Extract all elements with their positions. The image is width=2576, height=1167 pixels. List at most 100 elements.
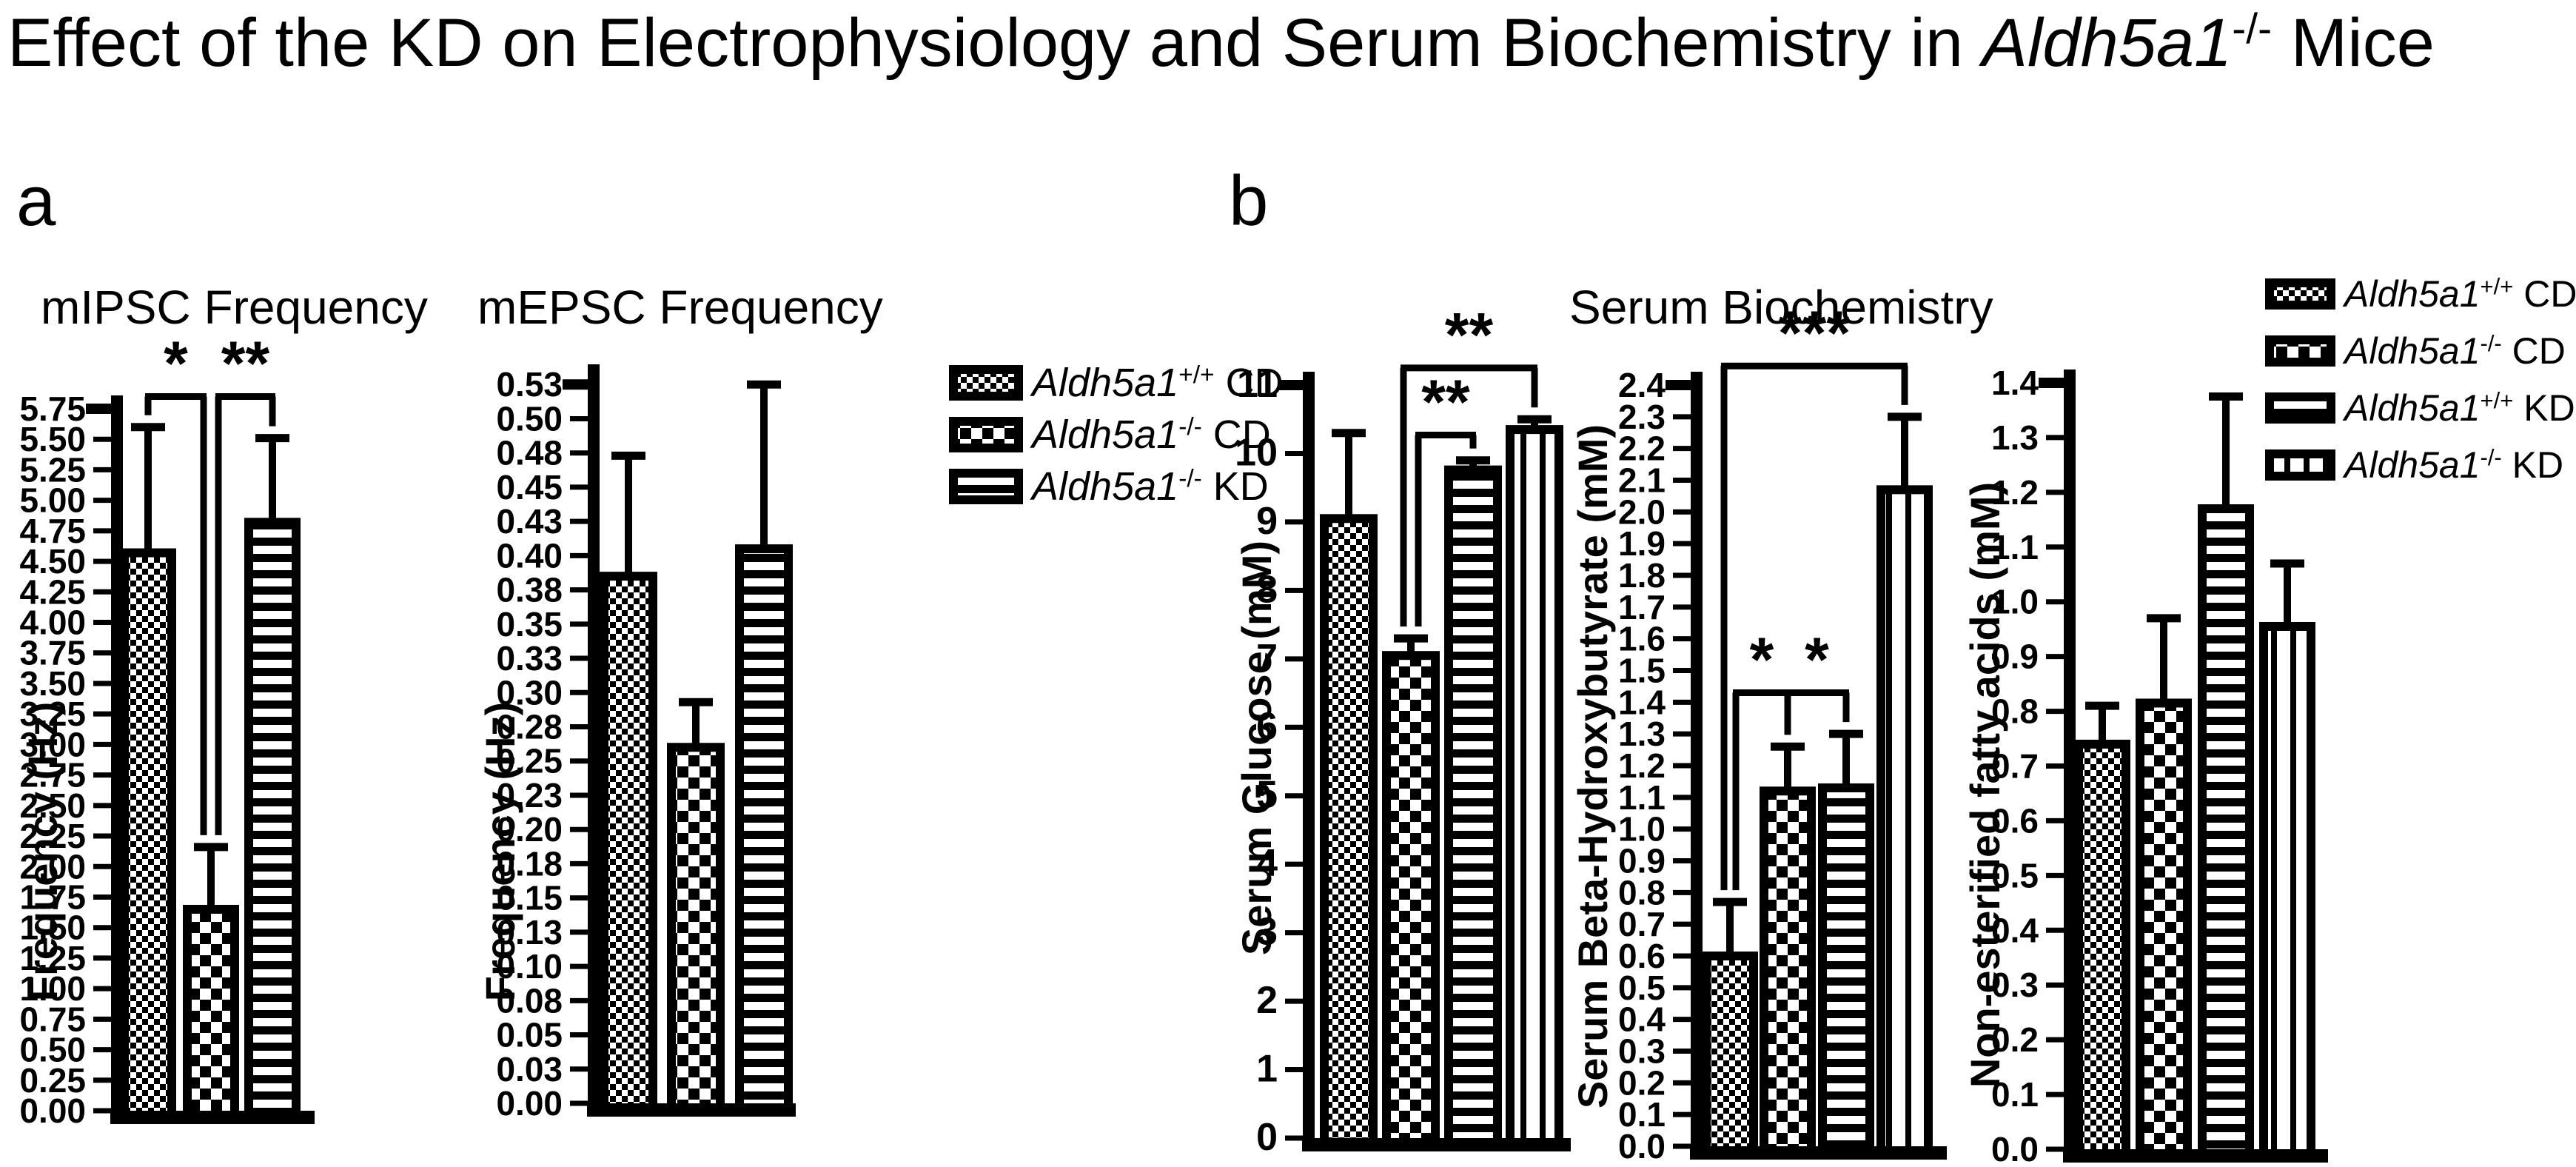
axis-tick-label: 1.4 [1991, 364, 2039, 402]
legend-item-label: Aldh5a1-/- CD [1032, 412, 1271, 458]
axis-tick-label: 3 [1256, 911, 1278, 954]
figure-title: Effect of the KD on Electrophysiology an… [7, 4, 2435, 82]
axis-tick-label: 1.0 [1991, 583, 2039, 621]
legend-gene: Aldh5a1 [1032, 412, 1179, 457]
axis-tick-label: 0.23 [496, 776, 563, 815]
axis-tick-label: 4.00 [19, 603, 86, 642]
bar [2136, 698, 2192, 1160]
axis-tick-label: 0.33 [496, 639, 563, 678]
legend-item-label: Aldh5a1-/- KD [2344, 444, 2563, 486]
axis-tick-label: 1.5 [1618, 652, 1666, 690]
legend-superscript: +/+ [2480, 387, 2514, 413]
axis-tick-label: 2.4 [1618, 366, 1666, 404]
significance-bracket: ** [1400, 300, 1538, 627]
axis-tick-label: 7 [1256, 637, 1278, 680]
significance-stars: ** [1421, 367, 1470, 436]
axis-tick-label: 1 [1256, 1048, 1278, 1091]
axis-tick-label: 1.6 [1618, 620, 1666, 658]
bar [244, 518, 301, 1122]
axis-tick-label: 0.05 [496, 1016, 563, 1054]
axis-tick-label: 0.25 [19, 1061, 86, 1100]
significance-stars: * [164, 329, 188, 398]
axis-tick-label: 0.20 [496, 810, 563, 849]
axis-tick-label: 1.7 [1618, 588, 1666, 626]
axis-tick-label: 0.53 [496, 365, 563, 404]
axis-tick-label: 1.2 [1991, 473, 2039, 512]
legend-panel-b: Aldh5a1+/+ CD Aldh5a1-/- CD Aldh5a1+/+ K… [2265, 272, 2576, 501]
axis-tick-label: 0.13 [496, 913, 563, 952]
axis-tick-label: 0.00 [19, 1091, 86, 1130]
legend-item-label: Aldh5a1+/+ CD [2344, 272, 2576, 315]
axis-tick-label: 4.50 [19, 542, 86, 581]
legend-superscript: +/+ [2480, 272, 2514, 299]
coarse-checker-swatch-icon [2265, 335, 2335, 367]
legend-gene: Aldh5a1 [2344, 273, 2481, 315]
legend-group: CD [2513, 273, 2576, 315]
axis-tick-label: 1.0 [1618, 810, 1666, 849]
axis-tick-label: 0.9 [1991, 638, 2039, 676]
axis-tick-label: 0.1 [1618, 1095, 1666, 1134]
legend-gene: Aldh5a1 [2344, 330, 2481, 372]
legend-gene: Aldh5a1 [1032, 361, 1179, 405]
axis-tick-label: 0.8 [1618, 873, 1666, 912]
vlines-swatch-icon [2265, 449, 2335, 481]
bar [735, 544, 793, 1114]
legend-gene: Aldh5a1 [2344, 444, 2481, 486]
axis-tick-label: 0.0 [1991, 1130, 2039, 1167]
legend-gene: Aldh5a1 [1032, 464, 1179, 509]
figure-title-superscript: -/- [2232, 4, 2273, 53]
axis-tick-label: 3.25 [19, 695, 86, 733]
bar [1876, 485, 1933, 1157]
legend-item: Aldh5a1-/- CD [2265, 330, 2576, 372]
axis-tick-label: 9 [1256, 500, 1278, 543]
axis-tick-label: 8 [1256, 568, 1278, 611]
axis-tick-label: 1.3 [1991, 418, 2039, 457]
axis-tick-label: 1.9 [1618, 524, 1666, 563]
axis-tick-label: 0.4 [1991, 911, 2039, 949]
chart-title-mipsc: mIPSC Frequency [41, 281, 428, 334]
significance-stars: * [1750, 624, 1774, 694]
axis-tick-label: 0.15 [496, 879, 563, 917]
axis-tick-label: 2.75 [19, 756, 86, 795]
bar [2259, 621, 2315, 1160]
significance-stars: ** [1445, 300, 1494, 370]
legend-gene: Aldh5a1 [2344, 387, 2481, 429]
axis-tick-label: 0.6 [1991, 801, 2039, 840]
axis-tick-label: 1.4 [1618, 683, 1666, 721]
significance-stars: *** [1778, 298, 1851, 367]
bar [2074, 739, 2130, 1160]
axis-tick-label: 3.50 [19, 664, 86, 703]
legend-item: Aldh5a1-/- KD [949, 464, 1284, 509]
legend-item: Aldh5a1-/- KD [2265, 444, 2576, 486]
legend-panel-a: Aldh5a1+/+ CD Aldh5a1-/- CD Aldh5a1-/- K… [949, 360, 1284, 515]
fine-checker-swatch-icon [949, 365, 1023, 401]
axis-tick-label: 1.50 [19, 909, 86, 947]
axis-tick-label: 11 [1237, 363, 1278, 406]
ylabel-nefa: Non-esterified fatty acids (mM) [1962, 481, 2008, 1089]
panel-label-b: b [1229, 161, 1269, 241]
legend-item: Aldh5a1+/+ CD [949, 360, 1284, 406]
chart-glucose: **** 0 1 2 3 4 5 6 7 8 9 10 11 [1235, 300, 1571, 1159]
legend-superscript: -/- [1178, 464, 1202, 492]
legend-group: KD [1201, 464, 1269, 509]
axis-tick-label: 0.7 [1618, 905, 1666, 943]
ylabel-mepsc: Frequency (Hz) [477, 701, 523, 1002]
axis-tick-label: 1.2 [1618, 746, 1666, 785]
legend-item: Aldh5a1-/- CD [949, 412, 1284, 458]
axis-tick-label: 0.50 [496, 399, 563, 438]
axis-tick-label: 0.25 [496, 742, 563, 780]
axis-tick-label: 1.75 [19, 877, 86, 916]
legend-item-label: Aldh5a1+/+ KD [2344, 387, 2575, 429]
figure-title-text-after: Mice [2272, 5, 2435, 81]
axis-tick-label: 0.48 [496, 434, 563, 472]
axis-tick-label: 0.45 [496, 468, 563, 506]
legend-item: Aldh5a1+/+ CD [2265, 272, 2576, 315]
chart-mipsc: * **0.000.250.500.751.001.251.501.752.002… [19, 329, 315, 1130]
legend-item-label: Aldh5a1+/+ CD [1032, 360, 1284, 406]
axis-tick-label: 2.0 [1618, 492, 1666, 531]
legend-group: CD [1201, 412, 1271, 457]
hlines-swatch-icon [949, 469, 1023, 504]
figure-title-text-before: Effect of the KD on Electrophysiology an… [7, 5, 1982, 81]
